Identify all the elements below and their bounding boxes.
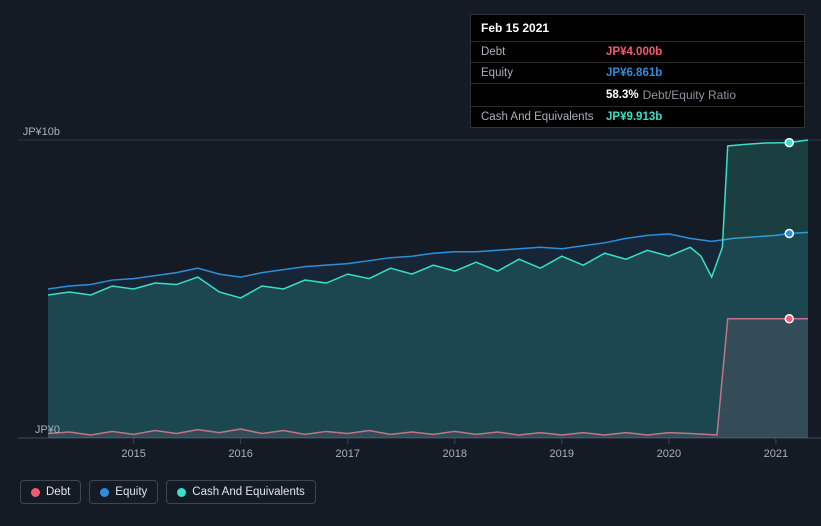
x-tick-label: 2018 [443, 448, 467, 460]
tooltip-row-equity: Equity JP¥6.861b [471, 62, 804, 83]
series-area-cash [48, 140, 808, 438]
legend-dot-icon [177, 488, 186, 497]
tooltip-date: Feb 15 2021 [471, 15, 804, 41]
highlight-marker-cash [785, 139, 793, 147]
tooltip-row-cash: Cash And Equivalents JP¥9.913b [471, 106, 804, 127]
x-tick-label: 2020 [657, 448, 681, 460]
tooltip-label: Cash And Equivalents [481, 111, 606, 123]
tooltip-row-ratio: 58.3% Debt/Equity Ratio [471, 83, 804, 106]
chart-tooltip: Feb 15 2021 Debt JP¥4.000b Equity JP¥6.8… [470, 14, 805, 128]
tooltip-value: JP¥9.913b [606, 111, 662, 123]
legend-dot-icon [100, 488, 109, 497]
legend-label: Equity [115, 486, 147, 498]
legend-dot-icon [31, 488, 40, 497]
tooltip-label: Equity [481, 67, 606, 79]
x-tick-label: 2015 [121, 448, 145, 460]
x-axis-labels: 2015 2016 2017 2018 2019 2020 2021 [0, 448, 821, 464]
highlight-marker-equity [785, 230, 793, 238]
tooltip-label: Debt [481, 46, 606, 58]
tooltip-value: JP¥4.000b [606, 46, 662, 58]
legend-item-debt[interactable]: Debt [20, 480, 81, 504]
legend-item-equity[interactable]: Equity [89, 480, 158, 504]
chart-legend: Debt Equity Cash And Equivalents [20, 480, 316, 504]
x-tick-label: 2021 [764, 448, 788, 460]
x-tick-label: 2016 [228, 448, 252, 460]
tooltip-ratio-value: 58.3% [606, 89, 639, 101]
highlight-marker-debt [785, 315, 793, 323]
x-tick-label: 2017 [335, 448, 359, 460]
y-tick-label: JP¥10b [10, 126, 60, 138]
x-tick-label: 2019 [550, 448, 574, 460]
y-tick-label: JP¥0 [10, 424, 60, 436]
legend-item-cash-and-equivalents[interactable]: Cash And Equivalents [166, 480, 316, 504]
legend-label: Cash And Equivalents [192, 486, 305, 498]
tooltip-ratio-label: Debt/Equity Ratio [643, 88, 736, 102]
tooltip-value: JP¥6.861b [606, 67, 662, 79]
tooltip-row-debt: Debt JP¥4.000b [471, 41, 804, 62]
legend-label: Debt [46, 486, 70, 498]
